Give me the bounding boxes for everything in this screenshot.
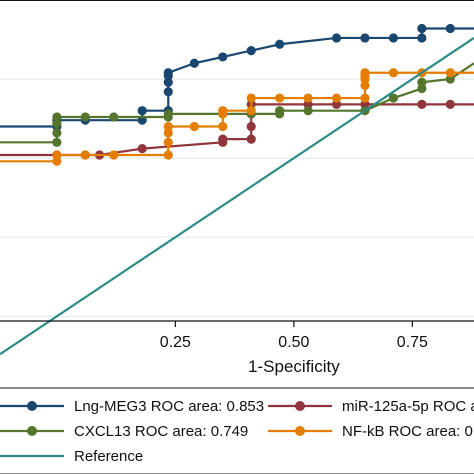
legend: Lng-MEG3 ROC area: 0.853 miR-125a-5p ROC … (0, 387, 474, 474)
series-point (189, 121, 199, 132)
series-point (417, 83, 427, 94)
series-point (218, 52, 228, 62)
legend-label: miR-125a-5p ROC area: 0.781 (342, 398, 474, 415)
series-point (163, 109, 173, 119)
series-point (246, 93, 256, 103)
legend-item: miR-125a-5p ROC area: 0.781 (268, 398, 474, 415)
series-point (275, 93, 285, 103)
series-point (163, 128, 173, 138)
series-point (331, 99, 342, 109)
series-point (80, 150, 90, 160)
series-point (52, 118, 62, 128)
series-point (109, 112, 119, 122)
legend-label: Lng-MEG3 ROC area: 0.853 (74, 398, 264, 415)
series-point (137, 106, 147, 116)
series-point (218, 121, 228, 132)
series-point (246, 121, 256, 132)
series-point (52, 150, 62, 160)
x-tick-label: 0.75 (397, 334, 428, 351)
series-point (331, 33, 342, 43)
series-point (303, 106, 313, 116)
series-point (388, 68, 399, 78)
series-point (303, 99, 313, 109)
series-point (388, 93, 399, 103)
series-point (360, 80, 370, 90)
series-point (218, 134, 228, 144)
series-point (417, 99, 427, 109)
y-gridlines (0, 78, 474, 317)
legend-label: NF-kB ROC area: 0.8 (342, 423, 474, 440)
series-point (246, 106, 256, 116)
series-point (163, 68, 173, 78)
series-point (417, 77, 427, 87)
series-point (189, 58, 199, 68)
series-point (417, 33, 427, 43)
series-point (445, 23, 455, 34)
series-point (360, 33, 370, 43)
series-point (163, 150, 173, 160)
legend-item: Reference (0, 448, 143, 465)
series-point (360, 68, 370, 78)
series-point (80, 112, 90, 122)
series-point (303, 93, 313, 103)
series-point (331, 93, 342, 103)
series-point (109, 150, 119, 160)
axes: 0.25 0.50 0.75 (0, 0, 474, 351)
series-4 (0, 37, 474, 356)
series-point (218, 106, 228, 116)
legend-item: Lng-MEG3 ROC area: 0.853 (0, 398, 264, 415)
series-point (246, 46, 256, 56)
series-point (246, 134, 256, 144)
series-point (275, 39, 285, 49)
series-point (52, 156, 62, 166)
series-point (360, 93, 370, 103)
series-point (163, 137, 173, 147)
series-point (445, 74, 455, 84)
x-tick-label: 0.25 (160, 334, 191, 351)
legend-swatch-marker (295, 401, 305, 411)
legend-swatch-marker (27, 426, 37, 436)
series-point (52, 128, 62, 138)
series-point (52, 112, 62, 122)
series-point (275, 106, 285, 116)
series-point (163, 121, 173, 132)
legend-swatch-marker (295, 426, 305, 436)
legend-label: CXCL13 ROC area: 0.749 (74, 423, 248, 440)
legend-box (0, 387, 474, 474)
legend-item: CXCL13 ROC area: 0.749 (0, 423, 248, 440)
legend-item: NF-kB ROC area: 0.8 (268, 423, 474, 440)
series-point (360, 99, 370, 109)
series-point (445, 68, 455, 78)
series-point (163, 77, 173, 87)
series-point (417, 23, 427, 34)
series-line (0, 37, 474, 356)
series-point (52, 137, 62, 147)
series-point (445, 99, 455, 109)
legend-swatch-marker (27, 401, 37, 411)
x-axis-label: 1-Specificity (248, 357, 340, 376)
legend-label: Reference (74, 448, 143, 465)
series-point (388, 33, 399, 43)
x-tick-label: 0.50 (278, 334, 309, 351)
series-layer (0, 23, 474, 356)
series-point (137, 144, 147, 154)
series-point (163, 87, 173, 97)
